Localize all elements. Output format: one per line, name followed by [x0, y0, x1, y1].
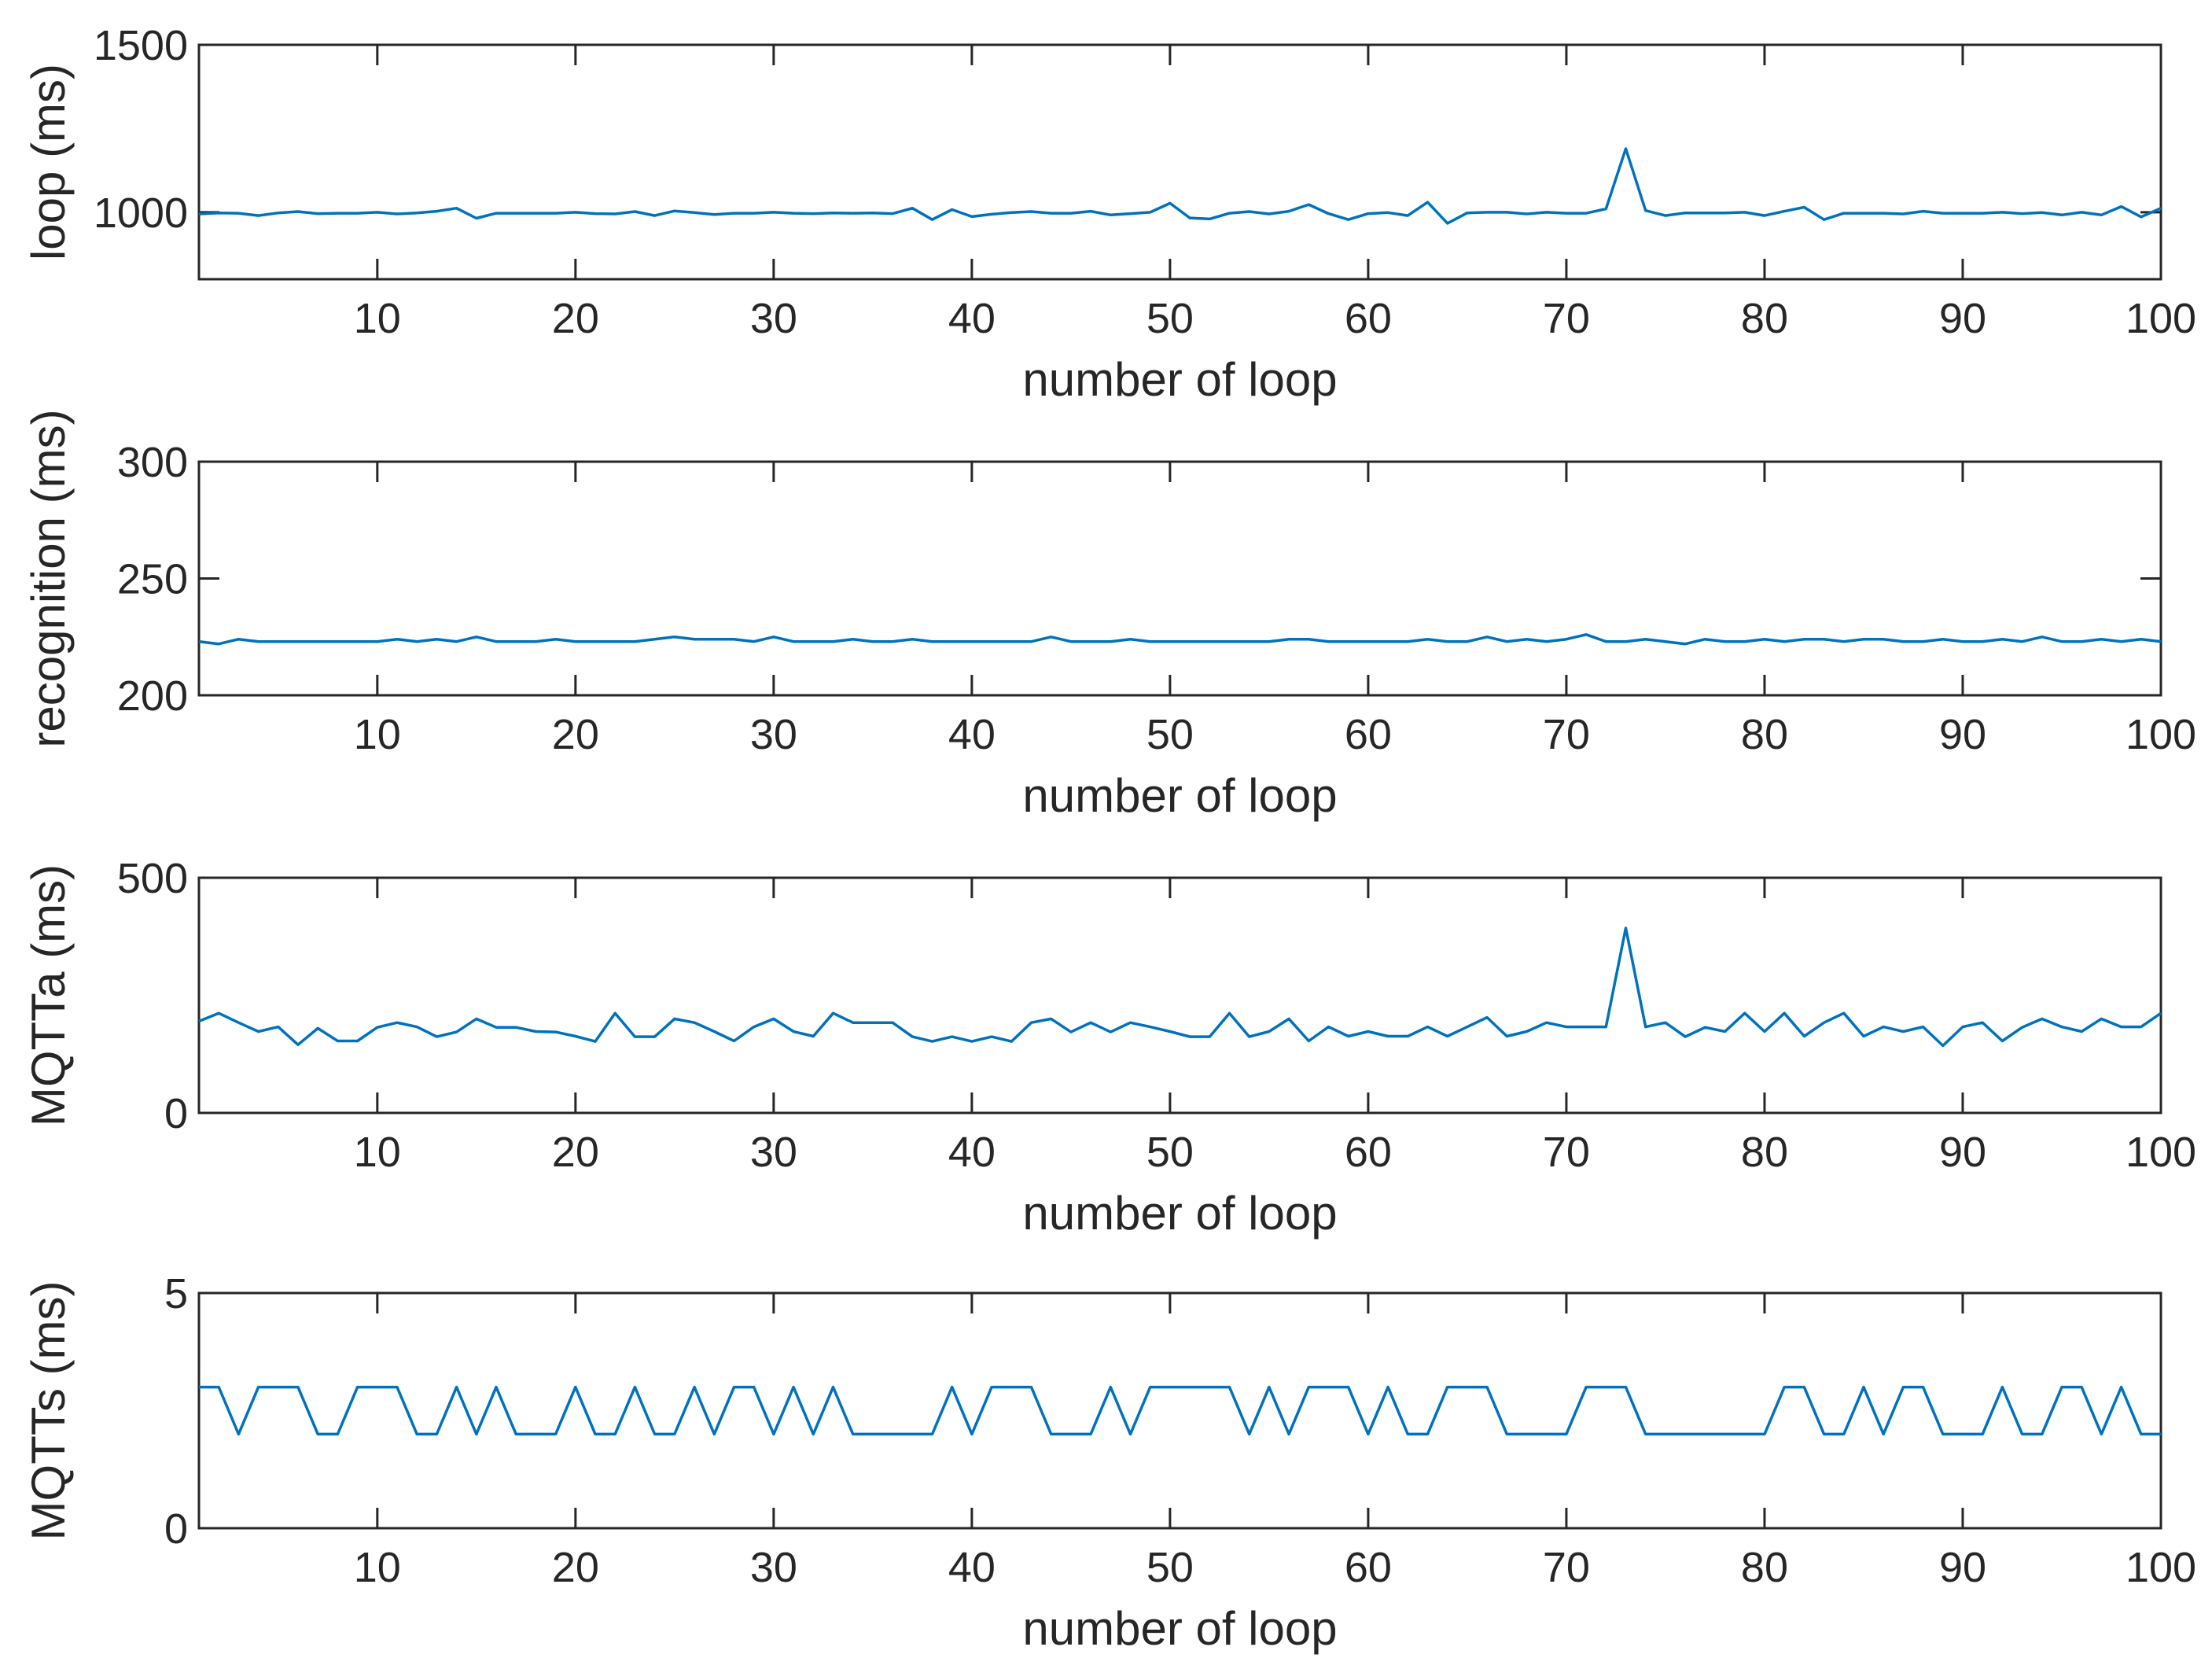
- x-tick-label: 30: [750, 1544, 797, 1591]
- x-tick-label: 60: [1345, 1129, 1392, 1176]
- y-tick-label: 1000: [94, 190, 188, 237]
- x-tick-label: 70: [1543, 295, 1590, 342]
- x-tick-label: 100: [2126, 1544, 2196, 1591]
- x-tick-label: 30: [750, 711, 797, 758]
- y-tick-label: 0: [164, 1505, 188, 1553]
- x-axis-label: number of loop: [1022, 1187, 1337, 1240]
- x-tick-label: 70: [1543, 1544, 1590, 1591]
- x-axis-label: number of loop: [1022, 769, 1337, 822]
- x-tick-label: 20: [552, 295, 599, 342]
- y-tick-label: 0: [164, 1090, 188, 1137]
- x-tick-label: 10: [354, 1544, 401, 1591]
- y-axis-label: loop (ms): [22, 64, 75, 260]
- x-tick-label: 30: [750, 1129, 797, 1176]
- x-tick-label: 90: [1939, 295, 1986, 342]
- x-tick-label: 50: [1146, 295, 1194, 342]
- x-tick-label: 50: [1146, 1129, 1194, 1176]
- subplot-1: 10 20 30 40 50 60 70 80 90 100 1000 1500 number of l…: [22, 22, 2196, 406]
- y-tick-label: 200: [117, 672, 188, 720]
- y-tick-label: 1500: [94, 22, 188, 69]
- axes-frame: [197, 460, 2162, 697]
- x-tick-label: 40: [948, 1544, 996, 1591]
- axes-frame: [197, 876, 2162, 1114]
- x-tick-label: 90: [1939, 711, 1986, 758]
- x-tick-label: 50: [1146, 711, 1194, 758]
- x-tick-label: 100: [2126, 295, 2196, 342]
- x-tick-label: 80: [1741, 295, 1788, 342]
- x-axis-label: number of loop: [1022, 353, 1337, 406]
- x-tick-label: 60: [1345, 711, 1392, 758]
- y-tick-label: 5: [164, 1270, 188, 1317]
- y-axis-label: MQTTs (ms): [22, 1281, 75, 1541]
- x-tick-label: 20: [552, 1544, 599, 1591]
- series-line: [198, 147, 2162, 225]
- x-tick-label: 60: [1345, 1544, 1392, 1591]
- x-tick-label: 100: [2126, 1129, 2196, 1176]
- x-tick-label: 20: [552, 1129, 599, 1176]
- x-tick-label: 90: [1939, 1544, 1986, 1591]
- subplot-4: 10 20 30 40 50 60 70 80 90 100 0 5 number of loop MQT…: [22, 1270, 2196, 1655]
- x-tick-label: 90: [1939, 1129, 1986, 1176]
- y-axis-label: recognition (ms): [22, 409, 75, 747]
- x-tick-label: 80: [1741, 1544, 1788, 1591]
- y-axis-label: MQTTa (ms): [22, 864, 75, 1126]
- series-line: [199, 1385, 2161, 1436]
- x-tick-label: 20: [552, 711, 599, 758]
- x-tick-label: 60: [1345, 295, 1392, 342]
- y-tick-label: 250: [117, 556, 188, 603]
- axes-frame: [197, 43, 2162, 281]
- x-tick-label: 80: [1741, 711, 1788, 758]
- y-tick-label: 300: [117, 439, 188, 486]
- y-tick-label: 500: [117, 855, 188, 902]
- x-tick-label: 40: [948, 1129, 996, 1176]
- x-tick-label: 10: [354, 1129, 401, 1176]
- x-axis-label: number of loop: [1022, 1602, 1337, 1655]
- subplot-3: 10 20 30 40 50 60 70 80 90 100 0 500 number of loop M…: [22, 855, 2196, 1240]
- x-tick-label: 70: [1543, 1129, 1590, 1176]
- series-line: [198, 633, 2162, 646]
- x-tick-label: 10: [354, 711, 401, 758]
- x-tick-label: 70: [1543, 711, 1590, 758]
- axes-frame: [197, 1291, 2162, 1530]
- x-tick-label: 40: [948, 711, 996, 758]
- series-line: [198, 927, 2162, 1048]
- x-tick-label: 50: [1146, 1544, 1194, 1591]
- x-tick-label: 40: [948, 295, 996, 342]
- x-tick-label: 100: [2126, 711, 2196, 758]
- x-tick-label: 10: [354, 295, 401, 342]
- x-tick-label: 80: [1741, 1129, 1788, 1176]
- x-tick-label: 30: [750, 295, 797, 342]
- subplot-2: 10 20 30 40 50 60 70 80 90 100 200 250 300 number of …: [22, 409, 2196, 822]
